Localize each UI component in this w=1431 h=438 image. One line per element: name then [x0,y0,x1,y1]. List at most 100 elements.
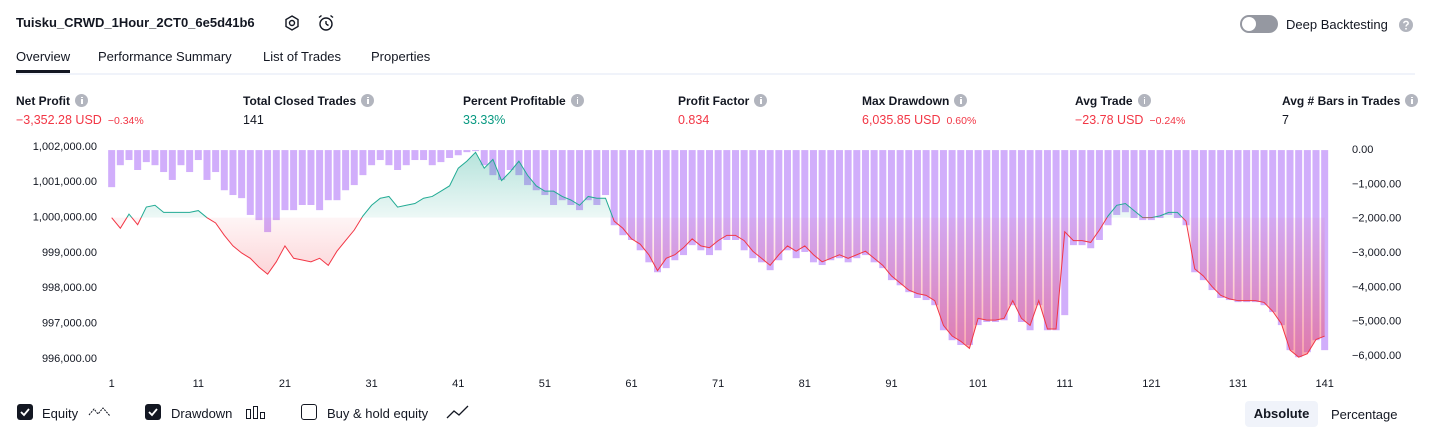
metric-value-text: −23.78 USD [1075,113,1144,127]
metric-label-text: Avg # Bars in Trades [1282,94,1401,108]
drawdown-bar [134,150,142,170]
drawdown-bar [229,150,237,196]
metric-value-text: 0.834 [678,113,710,127]
metric-label: Profit Factor [678,94,768,108]
metric-change: 0.60% [946,115,977,127]
tab[interactable]: List of Trades [263,49,342,64]
drawdown-bar [376,150,384,161]
drawdown-bar [887,150,895,281]
drawdown-bar [177,150,185,166]
settings-icon[interactable] [285,15,299,31]
y2-tick-label: −2,000.00 [1352,213,1401,225]
info-icon[interactable] [1137,94,1151,107]
drawdown-bar [680,150,688,256]
drawdown-bar [420,150,428,161]
drawdown-bar [108,150,116,188]
help-icon[interactable] [1398,17,1414,33]
y2-tick-label: −5,000.00 [1352,316,1401,328]
drawdown-bar [307,150,315,205]
metric-label-text: Avg Trade [1075,94,1133,108]
metric-label: Avg # Bars in Trades [1282,94,1419,108]
metric-value-text: −3,352.28 USD [16,113,102,127]
drawdown-bar [532,150,540,191]
info-icon[interactable] [570,94,584,107]
info-icon[interactable] [954,94,968,107]
drawdown-bar [706,150,714,256]
metric-label-text: Percent Profitable [463,94,566,108]
x-tick-label: 11 [193,378,204,390]
drawdown-bar [697,150,705,251]
drawdown-bar [255,150,263,221]
drawdown-bar [333,150,341,201]
drawdown-bar [835,150,843,259]
metric-label: Total Closed Trades [243,94,375,108]
drawdown-bar [567,150,575,205]
alert-icon[interactable] [318,14,334,31]
metric-change: −0.34% [107,115,144,127]
equity-checkbox[interactable] [17,404,33,420]
percentage-button[interactable]: Percentage [1331,407,1398,422]
tab[interactable]: Overview [16,49,71,73]
metric-value: 0.834 [678,113,709,127]
drawdown-bar [246,150,254,215]
drawdown-bar [1087,150,1095,249]
drawdown-bar [359,150,367,176]
drawdown-bar [792,150,800,259]
drawdown-bar [194,150,202,161]
drawdown-bar [723,150,731,240]
drawdown-checkbox[interactable] [145,404,161,420]
drawdown-bar [463,150,471,153]
info-icon[interactable] [754,94,768,107]
tab-divider [16,73,1415,75]
x-tick-label: 101 [969,378,987,390]
drawdown-bar [593,150,601,205]
y-tick-label: 997,000.00 [42,318,97,330]
y2-tick-label: −6,000.00 [1352,350,1401,362]
tab[interactable]: Performance Summary [98,49,232,64]
metric-change: −0.24% [1149,115,1186,127]
drawdown-bar [827,150,835,261]
info-icon[interactable] [1405,94,1419,107]
header-icons [285,14,334,31]
drawdown-bar [203,150,211,180]
drawdown-bar [853,150,861,259]
drawdown-bar [342,150,350,191]
y2-tick-label: 0.00 [1352,144,1373,156]
drawdown-bar [385,150,393,166]
drawdown-bar [472,150,480,152]
drawdown-bar [324,150,332,201]
drawdown-bar [264,150,272,233]
y-tick-label: 1,001,000.00 [33,176,97,188]
drawdown-bar [809,150,817,263]
x-tick-label: 121 [1142,378,1160,390]
x-tick-label: 131 [1229,378,1247,390]
metric-label: Percent Profitable [463,94,584,108]
buy-hold-checkbox[interactable] [301,404,317,420]
metric-value-text: 141 [243,113,264,127]
tab[interactable]: Properties [371,49,431,64]
drawdown-bar [238,150,246,199]
info-icon[interactable] [361,94,375,107]
drawdown-bar [1069,150,1077,246]
drawdown-bar [220,150,228,191]
drawdown-bar [350,150,358,186]
metric-value-text: 7 [1282,113,1289,127]
drawdown-bar [446,150,454,158]
drawdown-bar [775,150,783,261]
drawdown-bar [168,150,176,180]
x-tick-label: 21 [279,378,291,390]
drawdown-bar [290,150,298,211]
absolute-button[interactable]: Absolute [1245,401,1318,427]
drawdown-bar [411,150,419,161]
drawdown-bar [610,150,618,226]
info-icon[interactable] [75,94,88,107]
equity-line [111,151,1325,358]
drawdown-bar [645,150,653,263]
equity-chart: 996,000.00 997,000.00 998,000.00 999,000.00… [33,141,1401,390]
metric-label: Avg Trade [1075,94,1151,108]
deep-backtesting-toggle[interactable] [1240,15,1278,33]
drawdown-bar [1095,150,1103,240]
y2-tick-label: −4,000.00 [1352,281,1401,293]
drawdown-legend: Drawdown [171,406,233,421]
